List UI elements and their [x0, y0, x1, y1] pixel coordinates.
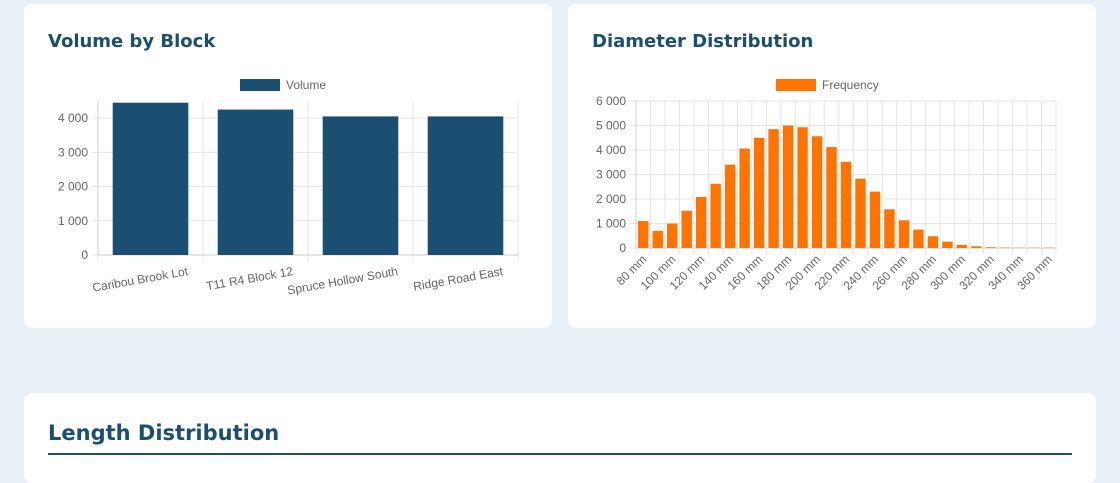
diameter-bar — [710, 184, 720, 248]
volume-legend-label: Volume — [286, 78, 326, 92]
diameter-legend-swatch — [776, 79, 816, 91]
diameter-histogram-chart: Frequency 0 1 000 2 000 3 000 4 000 5 000 6 000… — [568, 4, 1096, 328]
diameter-bar — [696, 197, 706, 248]
volume-bar — [113, 103, 189, 255]
diameter-bar — [681, 211, 691, 248]
diameter-bar — [739, 149, 749, 248]
diameter-bar — [841, 162, 851, 248]
diameter-y-tick-label: 0 — [619, 241, 626, 255]
diameter-y-tick-label: 1 000 — [596, 217, 626, 231]
volume-x-tick-label: T11 R4 Block 12 — [205, 264, 294, 293]
volume-y-tick-label: 3 000 — [58, 145, 88, 159]
volume-bar — [323, 116, 399, 255]
diameter-y-tick-label: 3 000 — [596, 168, 626, 182]
diameter-y-tick-label: 2 000 — [596, 192, 626, 206]
volume-x-tick-label: Spruce Hollow South — [286, 264, 399, 297]
diameter-y-tick-label: 4 000 — [596, 143, 626, 157]
diameter-bar — [884, 209, 894, 248]
diameter-legend-label: Frequency — [822, 78, 879, 92]
diameter-bar — [971, 246, 981, 248]
volume-x-tick-label: Ridge Road East — [412, 264, 504, 294]
volume-bar-chart: Volume 0 1 000 2 000 3 000 4 000 Caribou Brook… — [24, 4, 552, 328]
length-distribution-card: Length Distribution — [24, 393, 1096, 483]
diameter-bar — [957, 245, 967, 248]
diameter-bar — [638, 221, 648, 248]
volume-legend-swatch — [240, 79, 280, 91]
diameter-bar — [942, 242, 952, 248]
volume-y-tick-label: 1 000 — [58, 214, 88, 228]
diameter-bar — [653, 231, 663, 248]
diameter-bar — [812, 136, 822, 248]
diameter-bar — [899, 220, 909, 248]
volume-y-tick-label: 2 000 — [58, 180, 88, 194]
diameter-bar — [797, 127, 807, 248]
volume-bar — [218, 110, 294, 255]
diameter-bar — [725, 165, 735, 248]
diameter-bar — [768, 129, 778, 248]
diameter-bar — [826, 147, 836, 248]
diameter-bar — [913, 230, 923, 248]
diameter-bar — [855, 179, 865, 248]
diameter-y-tick-label: 5 000 — [596, 119, 626, 133]
diameter-bar — [928, 236, 938, 248]
volume-y-tick-label: 4 000 — [58, 111, 88, 125]
section-divider — [48, 453, 1072, 455]
diameter-bar — [667, 224, 677, 249]
length-section-title: Length Distribution — [48, 421, 279, 445]
volume-x-tick-label: Caribou Brook Lot — [91, 264, 189, 295]
diameter-bar — [783, 126, 793, 249]
diameter-bar — [754, 138, 764, 248]
diameter-y-tick-label: 6 000 — [596, 94, 626, 108]
volume-bar — [428, 116, 504, 255]
diameter-bar — [870, 192, 880, 248]
diameter-bar — [986, 247, 996, 248]
volume-y-tick-label: 0 — [81, 248, 88, 262]
